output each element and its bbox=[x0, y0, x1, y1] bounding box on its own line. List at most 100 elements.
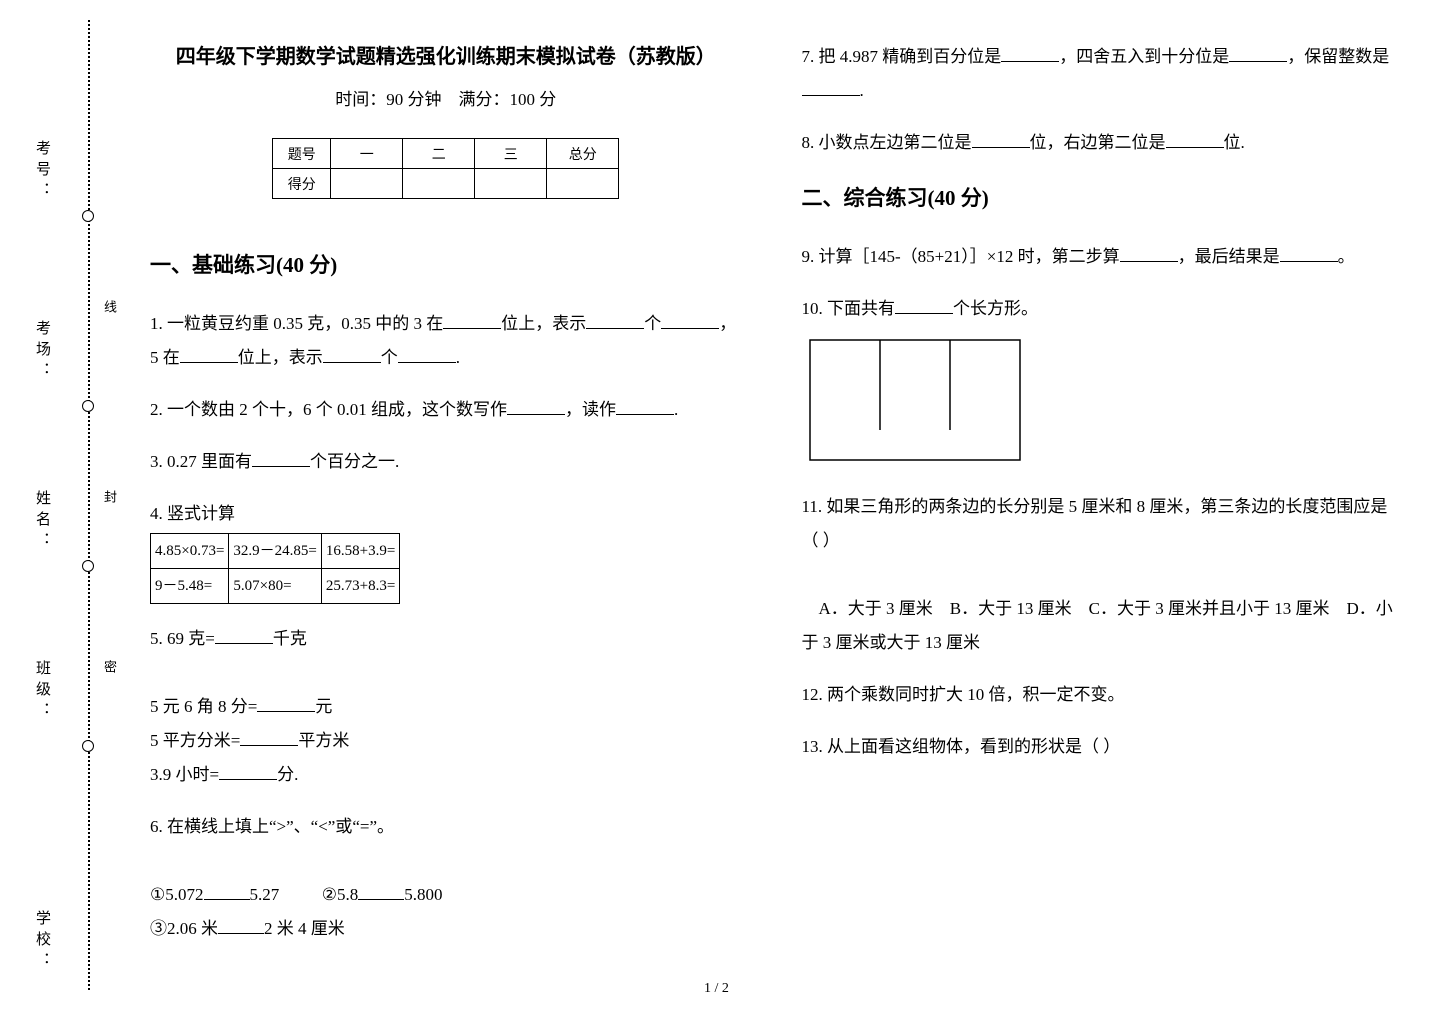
score-cell[interactable] bbox=[475, 169, 547, 199]
blank[interactable] bbox=[616, 396, 674, 415]
blank[interactable] bbox=[358, 881, 404, 900]
q-text: ，最后结果是 bbox=[1178, 247, 1280, 266]
score-header: 三 bbox=[475, 139, 547, 169]
q-text: 位上，表示 bbox=[501, 314, 586, 333]
q-text: 。 bbox=[1338, 247, 1355, 266]
blank[interactable] bbox=[895, 295, 953, 314]
question-13: 13. 从上面看这组物体，看到的形状是（ ） bbox=[802, 730, 1394, 764]
table-row: 9－5.48= 5.07×80= 25.73+8.3= bbox=[151, 569, 400, 604]
punch-hole-icon bbox=[82, 740, 94, 752]
blank[interactable] bbox=[218, 915, 264, 934]
score-label: 得分 bbox=[273, 169, 331, 199]
calc-cell: 32.9－24.85= bbox=[229, 534, 321, 569]
blank[interactable] bbox=[972, 129, 1030, 148]
calc-cell: 16.58+3.9= bbox=[321, 534, 399, 569]
table-row: 题号 一 二 三 总分 bbox=[273, 139, 619, 169]
blank[interactable] bbox=[204, 881, 250, 900]
blank[interactable] bbox=[443, 310, 501, 329]
q-text: 位. bbox=[1224, 133, 1245, 152]
calc-cell: 4.85×0.73= bbox=[151, 534, 229, 569]
q-text: 13. 从上面看这组物体，看到的形状是（ ） bbox=[802, 737, 1121, 756]
table-row: 得分 bbox=[273, 169, 619, 199]
section-heading: 二、综合练习(40 分) bbox=[802, 182, 1394, 212]
q-text: 11. 如果三角形的两条边的长分别是 5 厘米和 8 厘米，第三条边的长度范围应… bbox=[802, 490, 1394, 558]
binding-label: 考场： bbox=[32, 320, 53, 383]
q-text: ②5.8 bbox=[322, 885, 359, 904]
q-text: 8. 小数点左边第二位是 bbox=[802, 133, 972, 152]
binding-label: 考号： bbox=[32, 140, 53, 203]
blank[interactable] bbox=[257, 693, 315, 712]
q-text: 2 米 4 厘米 bbox=[264, 919, 345, 938]
blank[interactable] bbox=[1280, 243, 1338, 262]
q-text: . bbox=[674, 400, 678, 419]
q-text: 位，右边第二位是 bbox=[1030, 133, 1166, 152]
q-text: 3. 0.27 里面有 bbox=[150, 452, 252, 471]
q-text: ，读作 bbox=[565, 400, 616, 419]
blank[interactable] bbox=[507, 396, 565, 415]
q-text: 10. 下面共有 bbox=[802, 299, 896, 318]
blank[interactable] bbox=[323, 344, 381, 363]
blank[interactable] bbox=[219, 761, 277, 780]
table-row: 4.85×0.73= 32.9－24.85= 16.58+3.9= bbox=[151, 534, 400, 569]
binding-char: 密 bbox=[100, 660, 119, 683]
score-table: 题号 一 二 三 总分 得分 bbox=[272, 138, 619, 199]
q-text: 个百分之一. bbox=[310, 452, 399, 471]
q-text: 平方米 bbox=[298, 731, 349, 750]
page-number: 1 / 2 bbox=[0, 981, 1433, 997]
exam-title: 四年级下学期数学试题精选强化训练期末模拟试卷（苏教版） bbox=[150, 40, 742, 69]
question-7: 7. 把 4.987 精确到百分位是 ，四舍五入到十分位是 ，保留整数是. bbox=[802, 40, 1394, 108]
binding-label: 班级： bbox=[32, 660, 53, 723]
q-text: 2. 一个数由 2 个十，6 个 0.01 组成，这个数写作 bbox=[150, 400, 507, 419]
question-1: 1. 一粒黄豆约重 0.35 克，0.35 中的 3 在位上，表示个，5 在位上… bbox=[150, 307, 742, 375]
q-text: 分. bbox=[277, 765, 298, 784]
q-text: 5.800 bbox=[404, 885, 442, 904]
content-columns: 四年级下学期数学试题精选强化训练期末模拟试卷（苏教版） 时间：90 分钟 满分：… bbox=[150, 40, 1393, 981]
question-8: 8. 小数点左边第二位是 位，右边第二位是 位. bbox=[802, 126, 1394, 160]
blank[interactable] bbox=[1166, 129, 1224, 148]
q-text: . bbox=[860, 81, 864, 100]
calc-cell: 25.73+8.3= bbox=[321, 569, 399, 604]
q-text: 千克 bbox=[273, 629, 307, 648]
score-cell[interactable] bbox=[547, 169, 619, 199]
binding-label: 姓名： bbox=[32, 490, 53, 553]
blank[interactable] bbox=[1229, 43, 1287, 62]
q-text: ，保留整数是 bbox=[1287, 47, 1389, 66]
q-text: 5 平方分米= bbox=[150, 731, 240, 750]
blank[interactable] bbox=[252, 448, 310, 467]
question-9: 9. 计算［145-（85+21）］×12 时，第二步算，最后结果是。 bbox=[802, 240, 1394, 274]
blank[interactable] bbox=[586, 310, 644, 329]
blank[interactable] bbox=[240, 727, 298, 746]
blank[interactable] bbox=[180, 344, 238, 363]
q-text: 元 bbox=[315, 697, 332, 716]
q-text: 5.27 bbox=[250, 885, 280, 904]
score-header: 题号 bbox=[273, 139, 331, 169]
binding-char: 线 bbox=[100, 300, 119, 323]
score-cell[interactable] bbox=[331, 169, 403, 199]
binding-char: 封 bbox=[100, 490, 119, 513]
rect-figure-svg bbox=[806, 336, 1026, 466]
q-text: ，四舍五入到十分位是 bbox=[1059, 47, 1229, 66]
blank[interactable] bbox=[1120, 243, 1178, 262]
q-options: A．大于 3 厘米 B．大于 13 厘米 C．大于 3 厘米并且小于 13 厘米… bbox=[802, 592, 1394, 660]
question-2: 2. 一个数由 2 个十，6 个 0.01 组成，这个数写作 ，读作. bbox=[150, 393, 742, 427]
question-3: 3. 0.27 里面有 个百分之一. bbox=[150, 445, 742, 479]
calc-cell: 9－5.48= bbox=[151, 569, 229, 604]
binding-label: 学校： bbox=[32, 910, 53, 973]
q-text: 位上，表示 bbox=[238, 348, 323, 367]
blank[interactable] bbox=[802, 77, 860, 96]
blank[interactable] bbox=[661, 310, 719, 329]
question-4: 4. 竖式计算 4.85×0.73= 32.9－24.85= 16.58+3.9… bbox=[150, 497, 742, 604]
section-heading: 一、基础练习(40 分) bbox=[150, 249, 742, 279]
q-text: 7. 把 4.987 精确到百分位是 bbox=[802, 47, 1002, 66]
q-text: . bbox=[456, 348, 460, 367]
blank[interactable] bbox=[398, 344, 456, 363]
score-header: 总分 bbox=[547, 139, 619, 169]
q-text: ①5.072 bbox=[150, 885, 204, 904]
q-text: ③2.06 米 bbox=[150, 919, 218, 938]
score-cell[interactable] bbox=[403, 169, 475, 199]
q-text: 5 元 6 角 8 分= bbox=[150, 697, 257, 716]
q-text: 12. 两个乘数同时扩大 10 倍，积一定不变。 bbox=[802, 685, 1125, 704]
blank[interactable] bbox=[1001, 43, 1059, 62]
question-10: 10. 下面共有个长方形。 bbox=[802, 292, 1394, 466]
blank[interactable] bbox=[215, 625, 273, 644]
